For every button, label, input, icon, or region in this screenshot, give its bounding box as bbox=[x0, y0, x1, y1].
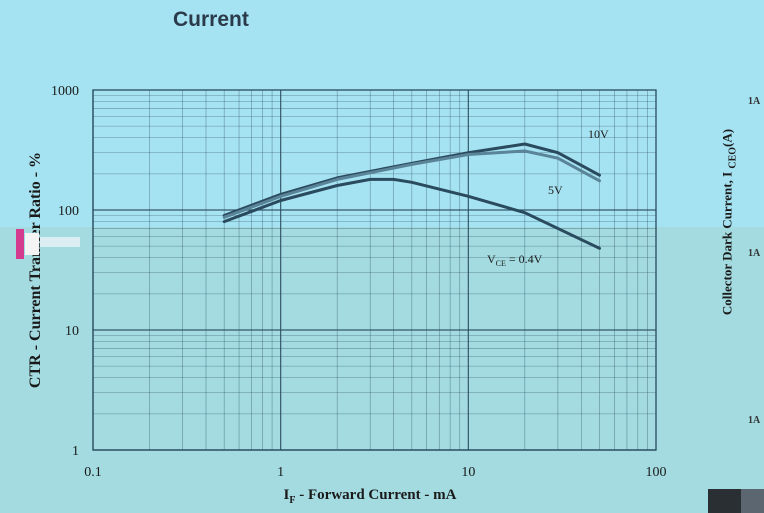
series-line-5v bbox=[222, 149, 601, 219]
right-y-label-sub: CEO bbox=[727, 146, 739, 169]
artifact-light bbox=[40, 237, 80, 247]
right-chart-tick-1: 1A bbox=[748, 96, 761, 107]
right-chart-tick-2: 1A bbox=[748, 248, 761, 259]
dark-corner-block bbox=[708, 489, 741, 513]
plot-frame bbox=[92, 89, 657, 451]
y-axis-label: CTR - Current Transfer Ratio - % bbox=[27, 151, 44, 389]
tick-labels: 0.1 1 10 100 1 10 100 1000 bbox=[51, 84, 667, 480]
right-chart-y-axis-label: Collector Dark Current, I CEO(A) bbox=[720, 129, 739, 315]
grid bbox=[92, 90, 656, 451]
x-tick-label: 1 bbox=[277, 465, 284, 480]
right-y-label-main: Collector Dark Current, I bbox=[719, 171, 735, 316]
dark-corner-block-2 bbox=[741, 489, 764, 513]
series-line-0-4v bbox=[222, 177, 601, 250]
overlay-artifact bbox=[16, 229, 84, 263]
x-axis-label-main: I bbox=[283, 487, 290, 503]
x-axis-label-rest: - Forward Current - mA bbox=[295, 487, 457, 503]
series-label-10v: 10V bbox=[588, 127, 609, 141]
y-tick-label: 10 bbox=[65, 324, 79, 339]
series-label-5v: 5V bbox=[548, 183, 563, 197]
artifact-white bbox=[25, 233, 39, 255]
series-lines bbox=[222, 142, 601, 250]
y-tick-label: 1000 bbox=[51, 84, 79, 99]
x-axis-label: IF - Forward Current - mA bbox=[284, 487, 457, 506]
series-labels: 10V 5V VCE = 0.4V bbox=[487, 127, 609, 268]
right-y-label-rest: (A) bbox=[719, 128, 735, 147]
series-label-0-4v: VCE = 0.4V bbox=[487, 252, 543, 268]
x-axis-label-sub: F bbox=[289, 495, 296, 506]
x-tick-label: 10 bbox=[461, 465, 475, 480]
x-tick-label: 0.1 bbox=[84, 465, 102, 480]
right-chart-tick-3: 1A bbox=[748, 415, 761, 426]
section-title: Current bbox=[173, 8, 249, 31]
artifact-magenta bbox=[16, 229, 24, 259]
lower-background-band bbox=[0, 227, 764, 513]
x-tick-label: 100 bbox=[646, 465, 667, 480]
y-tick-label: 100 bbox=[58, 204, 79, 219]
y-tick-label: 1 bbox=[72, 444, 79, 459]
